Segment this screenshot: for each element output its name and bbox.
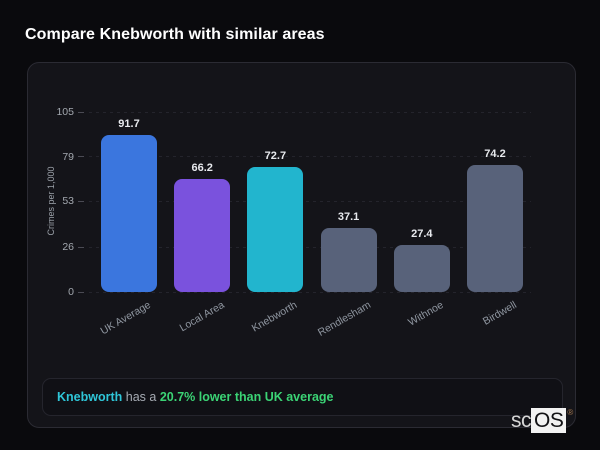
summary-area-name: Knebworth xyxy=(57,390,123,404)
gridline-53 xyxy=(89,200,531,202)
gridline-26 xyxy=(89,246,531,248)
y-tick-mark xyxy=(78,246,84,248)
scos-logo: sc OS ® xyxy=(511,408,573,433)
y-tick-label-0: 0 xyxy=(68,286,84,298)
x-label-local-area: Local Area xyxy=(177,299,227,335)
y-tick-mark xyxy=(78,111,84,113)
summary-connector: has a xyxy=(122,390,160,404)
y-tick-label-26: 26 xyxy=(62,241,84,253)
bar-value-knebworth: 72.7 xyxy=(264,150,287,163)
registered-mark: ® xyxy=(567,408,574,417)
y-tick-label-79: 79 xyxy=(62,151,84,163)
bar-withnoe[interactable] xyxy=(393,245,450,292)
gridline-105 xyxy=(89,111,531,113)
brand-suffix: OS xyxy=(531,408,567,433)
bar-birdwell[interactable] xyxy=(467,164,523,292)
bar-knebworth[interactable] xyxy=(247,167,304,292)
bar-local-area[interactable] xyxy=(174,178,231,292)
x-label-withnoe: Withnoe xyxy=(406,299,446,329)
x-label-rendlesham: Rendlesham xyxy=(315,299,373,339)
y-tick-mark xyxy=(78,156,84,158)
bar-value-uk-average: 91.7 xyxy=(118,117,140,130)
y-tick-label-105: 105 xyxy=(56,106,84,118)
y-tick-mark xyxy=(78,291,84,293)
x-label-birdwell: Birdwell xyxy=(481,299,519,328)
plot-area: 91.7 UK Average 66.2 Local Area 72.7 Knebwort… xyxy=(89,111,531,339)
gridline-79 xyxy=(89,156,531,158)
bar-value-withnoe: 27.4 xyxy=(411,228,433,241)
gridline-0 xyxy=(89,291,531,293)
bar-value-local-area: 66.2 xyxy=(191,161,213,174)
x-label-knebworth: Knebworth xyxy=(249,299,300,335)
summary-highlight: 20.7% lower than UK average xyxy=(159,390,334,404)
y-axis: 105 79 53 26 0 xyxy=(28,106,84,298)
bar-uk-average[interactable] xyxy=(101,134,157,292)
bar-value-birdwell: 74.2 xyxy=(484,147,506,160)
x-label-uk-average: UK Average xyxy=(98,299,153,338)
y-tick-mark xyxy=(78,200,84,202)
summary-banner: Knebworth has a 20.7% lower than UK aver… xyxy=(42,378,563,416)
page-title: Compare Knebworth with similar areas xyxy=(25,26,325,43)
bar-value-rendlesham: 37.1 xyxy=(337,211,360,224)
brand-prefix: sc xyxy=(511,409,532,432)
bar-rendlesham[interactable] xyxy=(320,228,377,292)
chart-card: Crimes per 1,000 105 79 53 26 0 91.7 UK Avera… xyxy=(27,62,576,428)
y-tick-label-53: 53 xyxy=(62,195,84,207)
